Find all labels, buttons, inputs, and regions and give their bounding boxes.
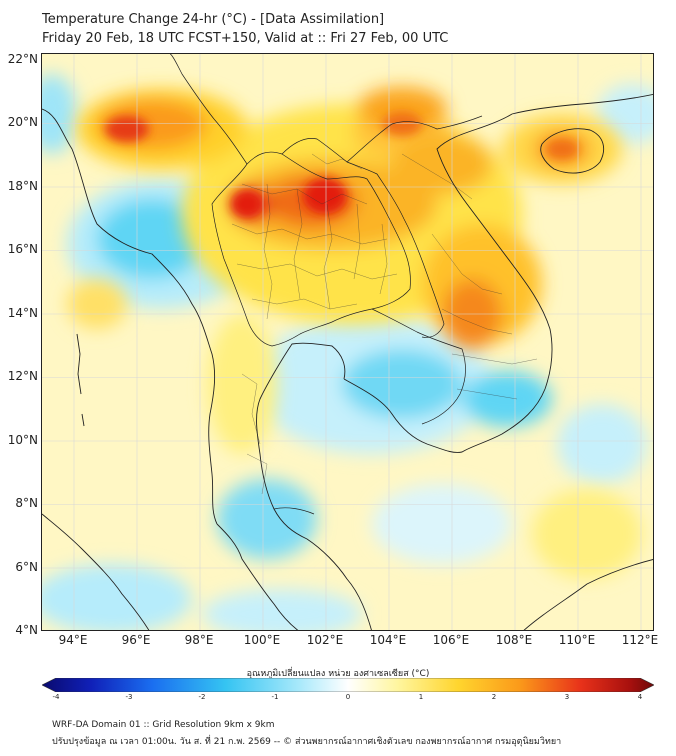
lon-label-104e: 104°E: [369, 633, 407, 647]
lat-label-6n: 6°N: [15, 560, 38, 574]
colorbar-label: อุณหภูมิเปลี่ยนแปลง หน่วย องศาเซลเซียส (…: [246, 669, 430, 679]
lat-label-12n: 12°N: [7, 369, 38, 383]
lat-label-16n: 16°N: [7, 242, 38, 256]
lat-label-8n: 8°N: [15, 496, 38, 510]
colorbar-tick-4: 0: [345, 693, 351, 701]
lat-label-20n: 20°N: [7, 115, 38, 129]
colorbar-tick-3: -1: [271, 693, 279, 701]
colorbar-tick-5: 1: [418, 693, 424, 701]
colorbar-tick-0: -4: [52, 693, 60, 701]
colorbar: [42, 678, 654, 692]
lon-label-106e: 106°E: [432, 633, 470, 647]
lon-label-96e: 96°E: [121, 633, 151, 647]
lon-label-94e: 94°E: [58, 633, 88, 647]
colorbar-tick-2: -2: [198, 693, 206, 701]
map-panel: [41, 53, 654, 631]
colorbar-tick-1: -3: [125, 693, 133, 701]
lon-label-112e: 112°E: [621, 633, 659, 647]
lat-label-22n: 22°N: [7, 52, 38, 66]
country-borders: [169, 54, 483, 515]
footer-credit: ปรับปรุงข้อมูล ณ เวลา 01:00น. วัน ส. ที่…: [52, 737, 562, 747]
lat-label-4n: 4°N: [15, 623, 38, 637]
lon-label-108e: 108°E: [495, 633, 533, 647]
coastlines: [42, 93, 653, 630]
colorbar-tick-8: 4: [637, 693, 643, 701]
lon-label-102e: 102°E: [306, 633, 344, 647]
colorbar-tick-6: 2: [491, 693, 497, 701]
lat-label-14n: 14°N: [7, 306, 38, 320]
temperature-field-map: [42, 54, 653, 630]
footer-model-info: WRF-DA Domain 01 :: Grid Resolution 9km …: [52, 720, 275, 730]
lon-label-110e: 110°E: [558, 633, 596, 647]
lat-label-18n: 18°N: [7, 179, 38, 193]
lon-label-98e: 98°E: [184, 633, 214, 647]
province-boundaries: [231, 153, 538, 495]
colorbar-tick-7: 3: [564, 693, 570, 701]
lat-label-10n: 10°N: [7, 433, 38, 447]
graticule: [42, 54, 653, 630]
colorbar-gradient: [42, 678, 654, 692]
map-title: Temperature Change 24-hr (°C) - [Data As…: [42, 12, 385, 27]
map-subtitle: Friday 20 Feb, 18 UTC FCST+150, Valid at…: [42, 31, 449, 46]
lon-label-100e: 100°E: [243, 633, 281, 647]
